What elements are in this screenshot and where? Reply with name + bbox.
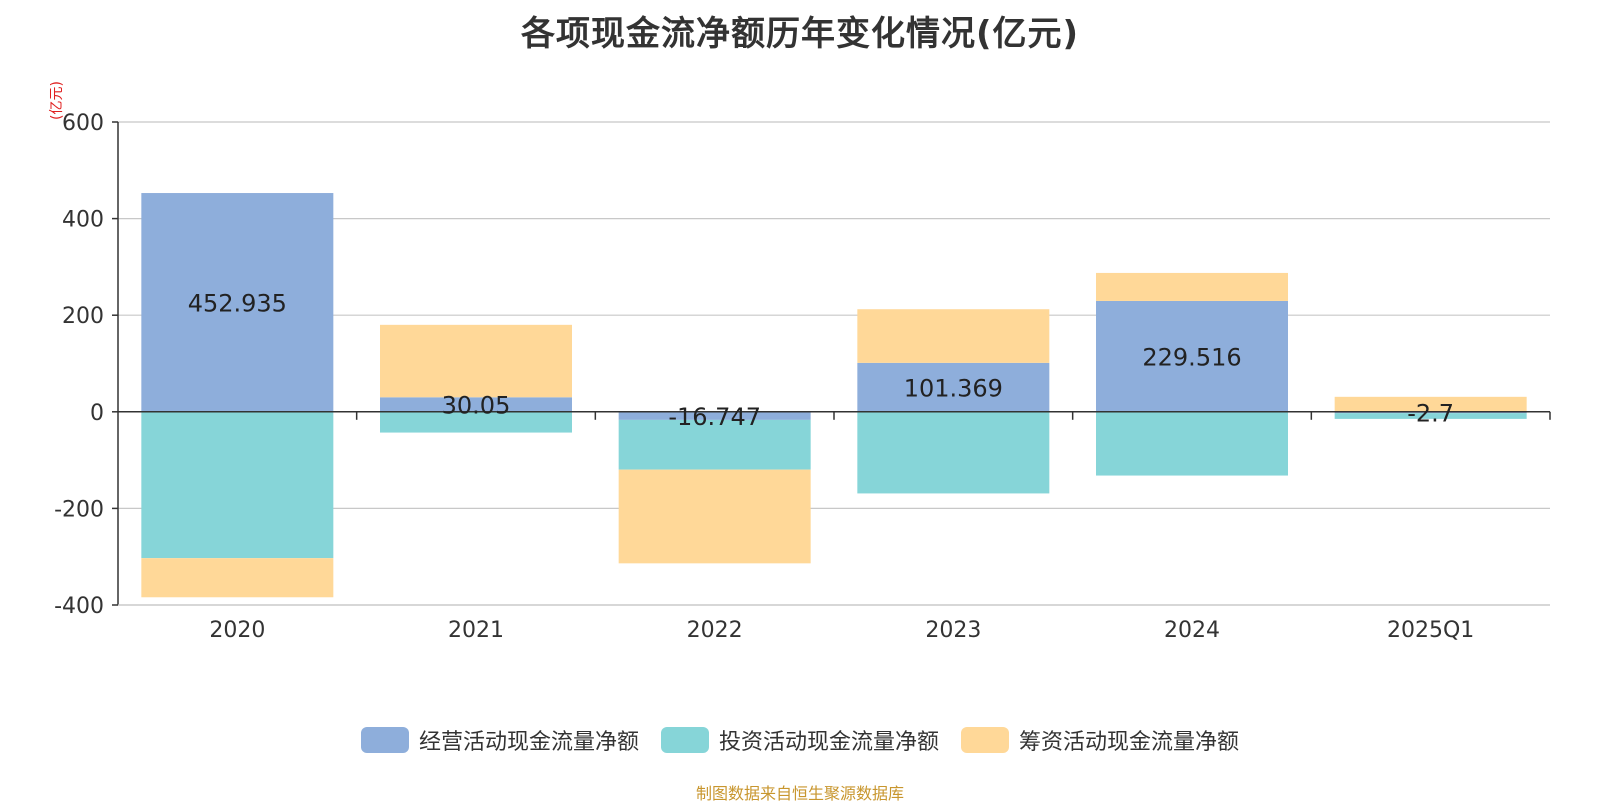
legend-label-investing: 投资活动现金流量净额 bbox=[718, 730, 939, 755]
bar-financing bbox=[141, 558, 334, 598]
bar-financing bbox=[1334, 396, 1527, 412]
bar-financing bbox=[380, 324, 572, 398]
bar-operating bbox=[141, 193, 334, 412]
legend-swatch-investing bbox=[660, 727, 709, 753]
bar-financing bbox=[857, 309, 1050, 363]
data-label: -2.7 bbox=[1407, 399, 1454, 427]
y-tick-label: -200 bbox=[54, 497, 104, 522]
bar-investing bbox=[618, 419, 811, 470]
x-tick-label: 2025Q1 bbox=[1387, 618, 1474, 643]
bar-investing bbox=[1096, 411, 1288, 476]
data-label: -16.747 bbox=[668, 403, 761, 431]
y-tick-label: 400 bbox=[62, 208, 104, 233]
bar-financing bbox=[1096, 272, 1288, 301]
legend-swatch-financing bbox=[961, 727, 1009, 753]
x-tick-label: 2023 bbox=[925, 618, 981, 643]
bar-operating bbox=[618, 411, 811, 420]
bar-investing bbox=[141, 411, 334, 559]
x-tick-label: 2024 bbox=[1164, 618, 1220, 643]
bar-investing bbox=[1334, 413, 1527, 419]
x-tick-label: 2020 bbox=[209, 618, 265, 643]
legend-item-investing[interactable]: 投资活动现金流量净额 bbox=[660, 724, 939, 756]
legend-label-financing: 筹资活动现金流量净额 bbox=[1019, 730, 1240, 755]
legend-label-operating: 经营活动现金流量净额 bbox=[418, 730, 639, 755]
bar-operating bbox=[857, 362, 1050, 412]
legend-swatch-operating bbox=[360, 727, 409, 753]
y-tick-label: 0 bbox=[90, 401, 104, 426]
bar-financing bbox=[618, 469, 811, 564]
bar-operating bbox=[380, 397, 572, 412]
bar-investing bbox=[857, 411, 1050, 494]
legend-item-operating[interactable]: 经营活动现金流量净额 bbox=[360, 724, 639, 756]
legend-item-financing[interactable]: 筹资活动现金流量净额 bbox=[961, 724, 1239, 756]
x-tick-label: 2021 bbox=[448, 618, 504, 643]
data-source-note: 制图数据来自恒生聚源数据库 bbox=[695, 784, 904, 803]
chart-title: 各项现金流净额历年变化情况(亿元) bbox=[520, 14, 1080, 54]
data-label: 452.935 bbox=[188, 289, 287, 317]
x-tick-label: 2022 bbox=[687, 618, 743, 643]
data-label: 30.05 bbox=[442, 392, 511, 420]
y-tick-label: -400 bbox=[54, 594, 104, 619]
data-label: 101.369 bbox=[904, 374, 1003, 402]
y-tick-label: 600 bbox=[62, 111, 104, 136]
y-tick-label: 200 bbox=[62, 304, 104, 329]
chart-legend: 经营活动现金流量净额 投资活动现金流量净额 筹资活动现金流量净额 bbox=[0, 724, 1600, 756]
data-label: 229.516 bbox=[1142, 343, 1241, 371]
bar-investing bbox=[380, 411, 572, 433]
bar-operating bbox=[1096, 300, 1288, 412]
